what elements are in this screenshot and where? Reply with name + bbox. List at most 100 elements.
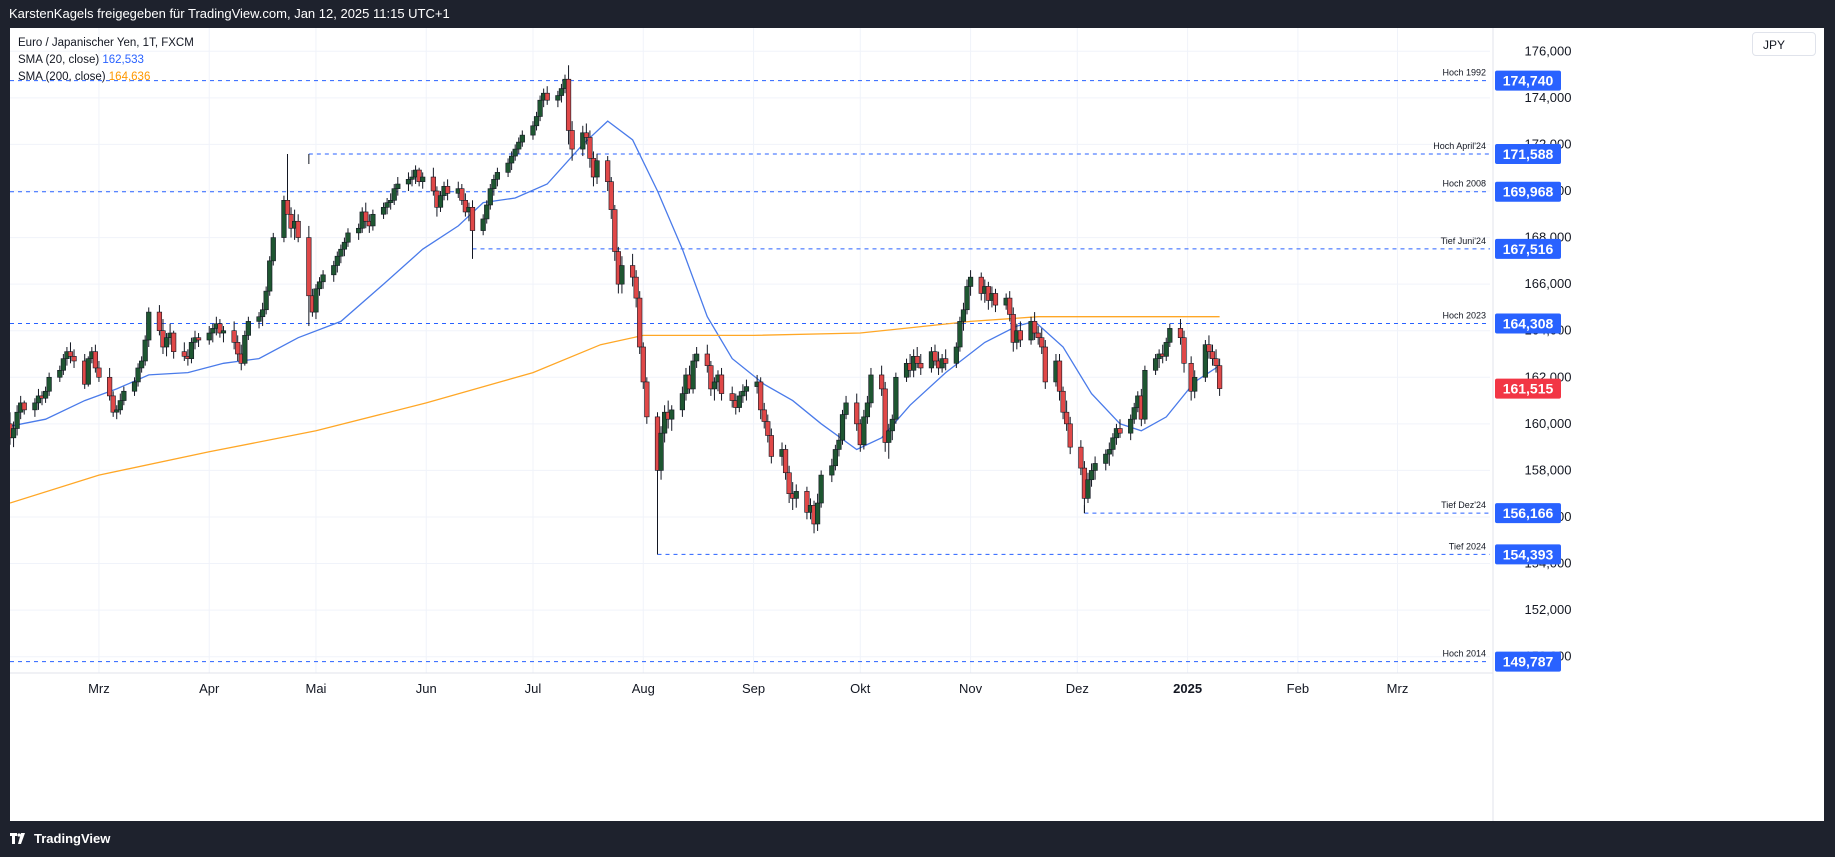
candle-body [10, 428, 17, 439]
candle-body [644, 381, 650, 418]
candle-body [580, 132, 586, 150]
candle [505, 158, 511, 178]
candle [217, 319, 223, 338]
candle [843, 395, 849, 420]
candle [1088, 463, 1095, 487]
candle [444, 179, 451, 201]
candle [484, 200, 490, 224]
candle [156, 305, 163, 336]
candle [1177, 319, 1184, 345]
candle-body [619, 265, 625, 285]
candle-body [605, 160, 611, 182]
candle-body [32, 402, 38, 411]
candle-body [836, 439, 842, 450]
candle-body [391, 188, 397, 201]
candle-body [395, 183, 401, 189]
candle-body [96, 367, 102, 378]
candle [960, 302, 967, 331]
candle [334, 251, 340, 273]
candle [231, 321, 237, 350]
candle-body [1209, 351, 1216, 359]
currency-button[interactable]: JPY [1752, 32, 1816, 56]
candle [313, 284, 319, 320]
candle [1202, 340, 1208, 382]
level-price-label: 154,393 [1503, 546, 1554, 562]
candle [832, 444, 838, 471]
candle-body [533, 116, 540, 127]
candle-body [405, 179, 412, 185]
candle [131, 377, 138, 396]
candle [729, 386, 735, 408]
candle-body [793, 491, 799, 499]
candle [1128, 414, 1134, 441]
candle-body [729, 393, 735, 401]
candle [85, 356, 91, 387]
candle-body [1106, 449, 1112, 455]
price-chart[interactable]: 176,000174,000172,000170,000168,000166,0… [10, 28, 1824, 821]
level-price-badge [1495, 313, 1561, 334]
level-price-badge [1495, 544, 1561, 565]
candle [932, 344, 938, 366]
candle-body [893, 376, 899, 420]
candle-body [711, 381, 718, 390]
candle-body [416, 169, 422, 182]
candle-body [565, 78, 572, 131]
candle-body [1035, 332, 1041, 338]
candle-body [814, 502, 821, 525]
candle-body [882, 388, 888, 443]
candle [1217, 358, 1223, 396]
candle [943, 349, 949, 371]
legend-sma200[interactable]: SMA (200, close) 164,636 [18, 69, 194, 86]
tradingview-branding[interactable]: TradingView [10, 831, 110, 846]
legend-sma20[interactable]: SMA (20, close) 162,533 [18, 52, 194, 69]
candle [1092, 456, 1098, 480]
candle [918, 353, 924, 375]
candle [60, 353, 66, 375]
candle-body [171, 332, 177, 352]
candle [658, 426, 664, 480]
candle-body [409, 176, 415, 180]
chart-legend: Euro / Japanischer Yen, 1T, FXCM SMA (20… [18, 35, 194, 86]
candle [92, 344, 98, 373]
candle-body [804, 491, 810, 513]
candle-body [1163, 342, 1169, 357]
candle-body [1213, 358, 1219, 366]
time-axis: Mrz Apr Mai Jun Jul Aug Sep Okt Nov Dez 2025 Feb Mrz [88, 681, 1408, 696]
candle [569, 121, 575, 161]
candle [480, 214, 486, 236]
grid-lines [10, 28, 1490, 673]
candle [509, 151, 515, 171]
candle-body [444, 186, 451, 194]
candle-body [430, 176, 436, 192]
candle [494, 167, 501, 187]
candle [462, 193, 468, 217]
candle-body [1202, 344, 1208, 378]
candle [711, 377, 718, 401]
candle-body [829, 465, 835, 476]
last-price-badge [1495, 378, 1561, 399]
candle-body [1085, 479, 1091, 499]
candle [35, 388, 42, 410]
candle-body [978, 276, 984, 294]
candle [1103, 449, 1109, 471]
candle [814, 493, 821, 531]
legend-symbol[interactable]: Euro / Japanischer Yen, 1T, FXCM [18, 37, 194, 49]
candle [338, 244, 344, 264]
candle-body [1192, 376, 1198, 392]
candle [409, 170, 415, 187]
candle [740, 384, 746, 403]
candle-body [1167, 328, 1173, 343]
candle [163, 333, 170, 357]
chart-area[interactable]: 176,000174,000172,000170,000168,000166,0… [10, 28, 1824, 821]
candle [836, 433, 842, 457]
candle [71, 349, 77, 368]
candle-body [320, 274, 326, 283]
candle-body [270, 237, 276, 262]
candle [786, 465, 792, 504]
time-tick-label: Jul [525, 681, 542, 696]
candle-body [338, 248, 344, 257]
footer-bar: TradingView [0, 820, 1835, 857]
candle-body [1056, 360, 1063, 392]
candle-body [1177, 328, 1184, 338]
candle [267, 256, 273, 296]
